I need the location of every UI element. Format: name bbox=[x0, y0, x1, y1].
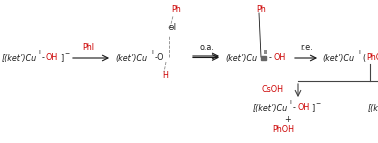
Text: Ph: Ph bbox=[171, 4, 181, 13]
Text: I: I bbox=[358, 50, 360, 55]
Text: ]: ] bbox=[311, 104, 314, 113]
Text: -: - bbox=[293, 104, 296, 113]
Text: PhI: PhI bbox=[82, 43, 94, 52]
Text: r.e.: r.e. bbox=[300, 43, 313, 52]
Text: (ket’)Cu: (ket’)Cu bbox=[225, 53, 257, 62]
Text: [(ket’)Cu: [(ket’)Cu bbox=[253, 104, 288, 113]
Text: I: I bbox=[151, 50, 153, 55]
Text: ⊖I: ⊖I bbox=[167, 22, 176, 31]
Text: (ket’)Cu: (ket’)Cu bbox=[322, 53, 354, 62]
Text: −: − bbox=[64, 50, 69, 55]
Text: CsOH: CsOH bbox=[261, 86, 283, 95]
Text: (: ( bbox=[362, 53, 365, 62]
Text: III: III bbox=[263, 50, 268, 55]
Text: -: - bbox=[269, 53, 272, 62]
Text: OH: OH bbox=[273, 53, 285, 62]
Text: o.a.: o.a. bbox=[200, 42, 215, 51]
Text: −: − bbox=[315, 101, 320, 106]
Text: -O: -O bbox=[155, 53, 164, 62]
Text: ]: ] bbox=[60, 53, 63, 62]
Text: Ph: Ph bbox=[256, 5, 266, 14]
Text: [(ket’)Cu: [(ket’)Cu bbox=[2, 53, 37, 62]
Bar bbox=[261, 56, 266, 60]
Text: I: I bbox=[38, 50, 40, 55]
Text: PhOH: PhOH bbox=[366, 53, 378, 62]
Text: (ket’)Cu: (ket’)Cu bbox=[115, 53, 147, 62]
Text: H: H bbox=[162, 70, 168, 80]
Text: OH: OH bbox=[46, 53, 58, 62]
Text: -: - bbox=[42, 53, 45, 62]
Text: I: I bbox=[289, 101, 291, 106]
Text: +: + bbox=[284, 115, 291, 124]
Text: PhOH: PhOH bbox=[272, 126, 294, 135]
Text: OH: OH bbox=[297, 104, 309, 113]
Text: [(ket’)Cu: [(ket’)Cu bbox=[368, 104, 378, 113]
